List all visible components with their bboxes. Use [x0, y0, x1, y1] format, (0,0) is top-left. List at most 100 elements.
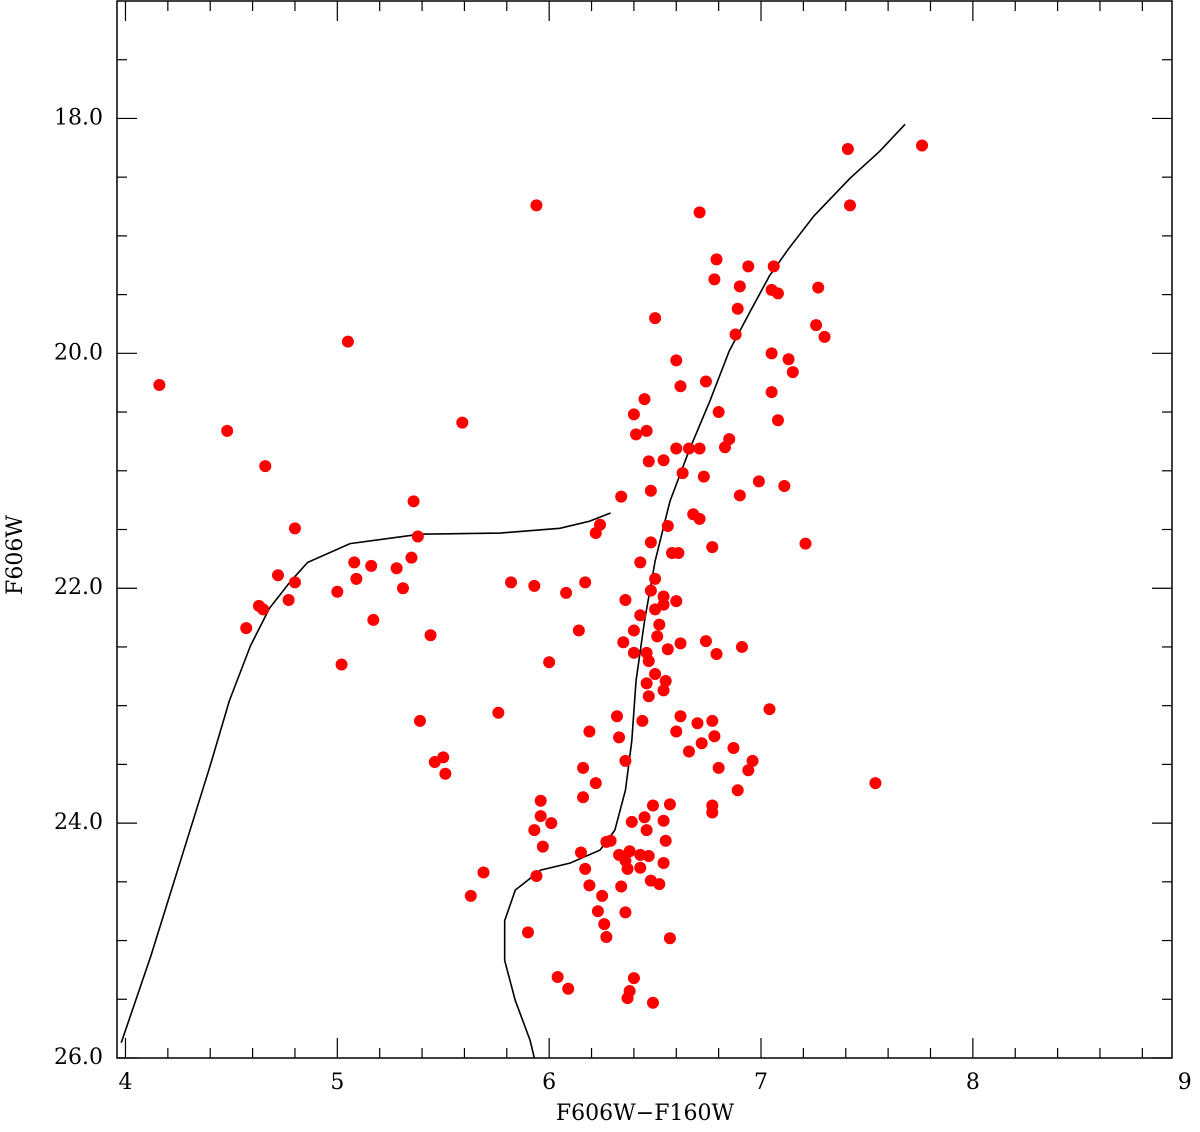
star-point	[697, 470, 710, 483]
star-point	[767, 260, 780, 273]
star-point	[659, 834, 672, 847]
star-point	[591, 905, 604, 918]
star-point	[778, 480, 791, 493]
star-point	[272, 569, 285, 582]
star-point	[634, 556, 647, 569]
star-point	[562, 982, 575, 995]
star-point	[670, 442, 683, 455]
star-point	[335, 658, 348, 671]
star-point	[682, 442, 695, 455]
star-point	[682, 745, 695, 758]
star-point	[424, 629, 437, 642]
star-point	[646, 799, 659, 812]
star-point	[604, 834, 617, 847]
star-point	[657, 598, 670, 611]
star-point	[589, 777, 602, 790]
star-point	[661, 519, 674, 532]
star-point	[640, 824, 653, 837]
x-tick-label: 7	[754, 1070, 768, 1095]
star-point	[644, 484, 657, 497]
star-point	[651, 630, 664, 643]
star-point	[699, 635, 712, 648]
star-point	[706, 806, 719, 819]
star-point	[528, 579, 541, 592]
star-point	[640, 424, 653, 437]
star-point	[596, 889, 609, 902]
star-point	[710, 647, 723, 660]
star-point	[710, 253, 723, 266]
star-point	[464, 889, 477, 902]
star-point	[348, 556, 361, 569]
star-point	[600, 931, 613, 944]
star-point	[644, 536, 657, 549]
star-point	[771, 414, 784, 427]
star-point	[638, 811, 651, 824]
star-point	[752, 475, 765, 488]
star-point	[765, 347, 778, 360]
x-axis-label: F606W−F160W	[556, 1101, 735, 1126]
star-point	[638, 393, 651, 406]
y-tick-label: 24.0	[54, 810, 103, 835]
star-point	[782, 353, 795, 366]
star-point	[646, 996, 659, 1009]
star-point	[657, 590, 670, 603]
star-point	[367, 613, 380, 626]
star-point	[642, 690, 655, 703]
star-point	[706, 714, 719, 727]
star-point	[634, 861, 647, 874]
star-point	[742, 764, 755, 777]
star-point	[543, 656, 556, 669]
star-point	[746, 754, 759, 767]
star-point	[627, 408, 640, 421]
star-point	[365, 559, 378, 572]
isochrone	[503, 123, 906, 1059]
star-point	[693, 512, 706, 525]
star-point	[619, 854, 632, 867]
star-point	[843, 199, 856, 212]
star-point	[653, 878, 666, 891]
star-point	[439, 767, 452, 780]
star-point	[521, 926, 534, 939]
star-point	[627, 624, 640, 637]
plot-frame	[116, 0, 1173, 1059]
y-tick-label: 18.0	[54, 105, 103, 130]
star-point	[259, 460, 272, 473]
star-point	[630, 428, 643, 441]
star-point	[619, 906, 632, 919]
star-point	[799, 537, 812, 550]
star-point	[708, 730, 721, 743]
star-point	[731, 302, 744, 315]
star-point	[577, 761, 590, 774]
star-point	[619, 754, 632, 767]
star-point	[613, 731, 626, 744]
star-point	[642, 849, 655, 862]
star-point	[221, 424, 234, 437]
star-point	[729, 328, 742, 341]
star-point	[617, 636, 630, 649]
star-point	[691, 717, 704, 730]
star-point	[786, 366, 799, 379]
isochrone	[120, 512, 611, 1043]
star-point	[765, 386, 778, 399]
star-point	[869, 777, 882, 790]
star-point	[396, 582, 409, 595]
star-point	[763, 703, 776, 716]
star-point	[733, 280, 746, 293]
star-point	[545, 817, 558, 830]
star-point	[282, 593, 295, 606]
star-point	[583, 725, 596, 738]
star-point	[627, 646, 640, 659]
star-point	[653, 618, 666, 631]
star-point	[505, 576, 518, 589]
star-point	[640, 677, 653, 690]
star-point	[492, 706, 505, 719]
star-point	[536, 840, 549, 853]
star-point	[676, 467, 689, 480]
star-point	[257, 603, 270, 616]
star-point	[642, 455, 655, 468]
star-point	[589, 527, 602, 540]
star-point	[634, 609, 647, 622]
star-point	[437, 751, 450, 764]
star-point	[712, 406, 725, 419]
